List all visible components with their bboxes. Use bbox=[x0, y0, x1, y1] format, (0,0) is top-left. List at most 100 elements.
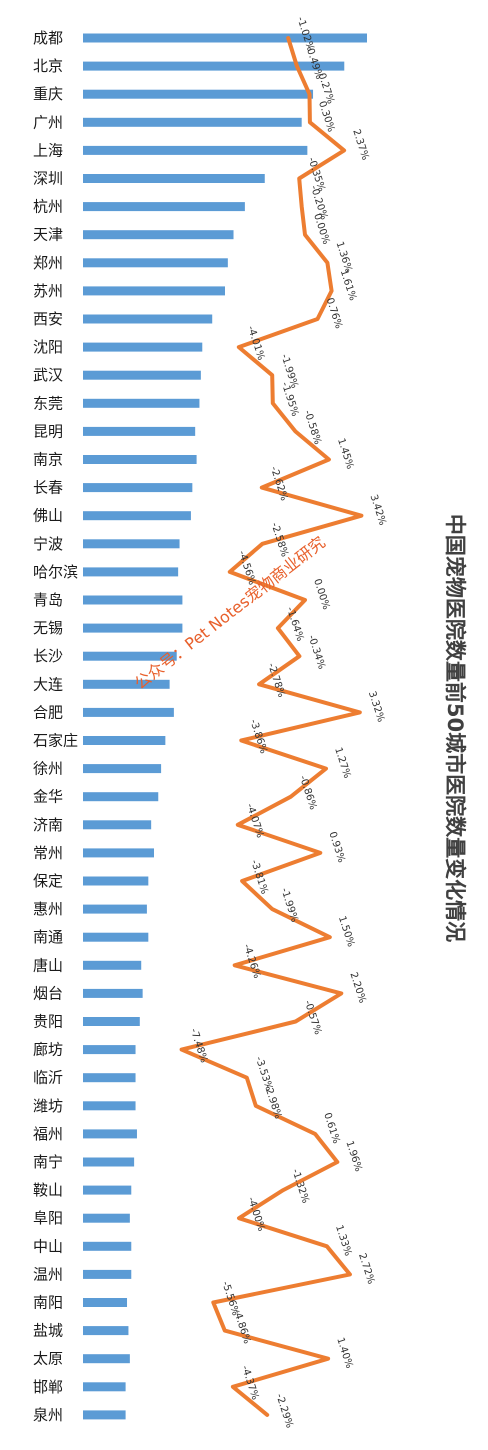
data-label: 0.93% bbox=[326, 830, 346, 864]
category-label: 无锡 bbox=[33, 619, 63, 637]
data-label: 2.72% bbox=[356, 1252, 376, 1286]
category-label: 温州 bbox=[33, 1265, 63, 1283]
category-label: 鞍山 bbox=[33, 1181, 63, 1199]
category-label: 济南 bbox=[33, 816, 63, 834]
bar bbox=[83, 848, 154, 858]
data-label: -0.34% bbox=[306, 634, 327, 671]
category-label: 西安 bbox=[33, 310, 63, 328]
category-label: 杭州 bbox=[33, 198, 63, 216]
data-label: 3.42% bbox=[368, 493, 388, 527]
category-label: 哈尔滨 bbox=[33, 563, 78, 581]
bar bbox=[83, 679, 170, 689]
category-label: 徐州 bbox=[33, 760, 63, 778]
bar bbox=[83, 876, 149, 886]
category-label: 广州 bbox=[33, 113, 63, 131]
bar bbox=[83, 792, 159, 802]
bar bbox=[83, 1298, 128, 1307]
bar bbox=[83, 539, 180, 549]
bar bbox=[83, 1326, 129, 1336]
category-label: 烟台 bbox=[33, 984, 63, 1002]
category-label: 盐城 bbox=[33, 1322, 63, 1340]
data-label: -2.98% bbox=[262, 1083, 283, 1120]
data-label: 0.61% bbox=[321, 1111, 341, 1145]
category-label: 佛山 bbox=[33, 507, 63, 525]
bar bbox=[83, 1269, 132, 1279]
category-label: 临沂 bbox=[33, 1069, 63, 1087]
bar bbox=[83, 820, 152, 830]
category-label: 长春 bbox=[33, 479, 63, 497]
category-label: 东莞 bbox=[33, 394, 63, 412]
bar bbox=[83, 33, 367, 43]
category-label: 长沙 bbox=[33, 647, 63, 665]
bar bbox=[83, 370, 201, 380]
bar bbox=[83, 61, 345, 71]
bar bbox=[83, 1241, 132, 1251]
bar bbox=[83, 1157, 135, 1167]
category-label: 中山 bbox=[33, 1237, 63, 1255]
bar bbox=[83, 988, 143, 998]
chart-title: 中国宠物医院数量前50城市医院数量变化情况 bbox=[443, 514, 467, 942]
bar bbox=[83, 1129, 137, 1139]
bar bbox=[83, 904, 147, 914]
bar bbox=[83, 117, 302, 127]
category-label: 泉州 bbox=[33, 1406, 63, 1424]
category-label: 北京 bbox=[33, 57, 63, 75]
bar bbox=[83, 1382, 126, 1392]
data-label: -2.29% bbox=[273, 1392, 294, 1429]
bar bbox=[83, 1017, 140, 1026]
category-label: 南京 bbox=[33, 451, 63, 469]
bar bbox=[83, 932, 149, 942]
category-label: 福州 bbox=[33, 1125, 63, 1143]
watermark: 公众号：Pet Notes宠物商业研究 bbox=[131, 533, 329, 694]
bar bbox=[83, 707, 174, 717]
category-labels: 成都北京重庆广州上海深圳杭州天津郑州苏州西安沈阳武汉东莞昆明南京长春佛山宁波哈尔… bbox=[33, 29, 78, 1424]
bar bbox=[83, 483, 193, 493]
bar bbox=[83, 426, 196, 436]
category-label: 保定 bbox=[33, 872, 63, 890]
category-label: 郑州 bbox=[33, 254, 63, 272]
category-label: 潍坊 bbox=[33, 1097, 63, 1115]
category-label: 石家庄 bbox=[33, 732, 78, 750]
data-label: 1.96% bbox=[343, 1140, 363, 1174]
category-label: 贵阳 bbox=[33, 1013, 63, 1031]
bar bbox=[83, 1073, 136, 1083]
bar bbox=[83, 1045, 136, 1055]
bar bbox=[83, 651, 177, 661]
bar bbox=[83, 202, 245, 212]
category-label: 沈阳 bbox=[33, 338, 63, 356]
data-label: 1.27% bbox=[332, 746, 352, 780]
category-label: 深圳 bbox=[33, 170, 63, 188]
category-label: 青岛 bbox=[33, 591, 63, 609]
category-label: 南阳 bbox=[33, 1294, 63, 1312]
bar bbox=[83, 736, 166, 745]
data-label: 0.00% bbox=[311, 578, 331, 612]
category-label: 宁波 bbox=[33, 535, 63, 553]
bar bbox=[83, 89, 314, 99]
data-label: 2.20% bbox=[347, 971, 367, 1005]
bar bbox=[83, 623, 183, 633]
category-label: 唐山 bbox=[33, 956, 63, 974]
data-label: -4.86% bbox=[231, 1308, 252, 1345]
bar bbox=[83, 1101, 136, 1111]
bar bbox=[83, 595, 183, 605]
category-label: 惠州 bbox=[33, 900, 63, 918]
data-labels: -1.02%-0.49%0.27%0.30%2.37%-0.35%-0.20%0… bbox=[188, 16, 388, 1430]
category-label: 邯郸 bbox=[33, 1378, 63, 1396]
bar bbox=[83, 398, 200, 408]
category-label: 苏州 bbox=[33, 282, 63, 300]
bar bbox=[83, 1185, 132, 1195]
bar bbox=[83, 314, 213, 324]
bar bbox=[83, 1354, 130, 1364]
category-label: 廊坊 bbox=[33, 1041, 63, 1059]
bar bbox=[83, 174, 265, 183]
data-label: 1.61% bbox=[338, 268, 358, 302]
data-label: 0.76% bbox=[324, 297, 344, 331]
category-label: 武汉 bbox=[33, 366, 63, 384]
category-label: 重庆 bbox=[33, 85, 63, 103]
data-label: 1.33% bbox=[333, 1224, 353, 1258]
data-label: 2.37% bbox=[350, 128, 370, 162]
category-label: 常州 bbox=[33, 844, 63, 862]
bar bbox=[83, 567, 179, 577]
bar bbox=[83, 286, 225, 296]
